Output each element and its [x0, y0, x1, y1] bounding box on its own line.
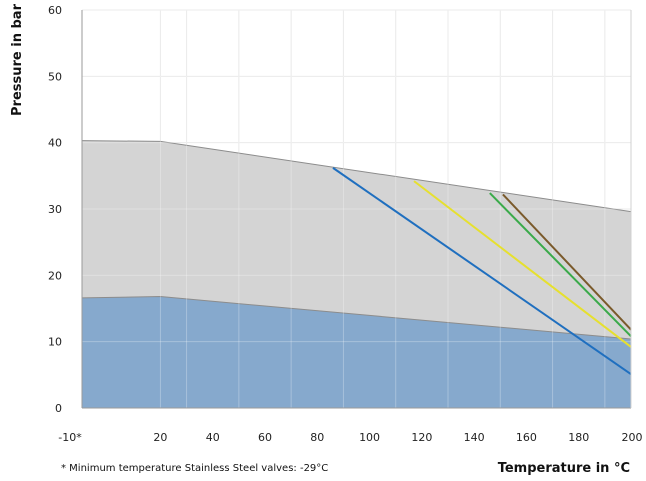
y-tick-label-10: 10	[48, 336, 62, 349]
yellow-line	[413, 180, 632, 348]
x-tick-label-140: 140	[464, 431, 485, 444]
footnote: * Minimum temperature Stainless Steel va…	[61, 463, 328, 474]
x-tick-label-160: 160	[516, 431, 537, 444]
x-tick-label-20: 20	[153, 431, 167, 444]
y-axis-title: Pressure in bar	[10, 3, 25, 116]
upper-area-edge	[81, 140, 632, 213]
y-tick-label-0: 0	[55, 402, 62, 415]
x-tick-label-120: 120	[411, 431, 432, 444]
green-line	[489, 192, 632, 338]
x-tick-label-180: 180	[568, 431, 589, 444]
x-tick-label-200: 200	[622, 431, 643, 444]
x-tick-label-100: 100	[359, 431, 380, 444]
x-tick-label--10star: -10*	[58, 431, 82, 444]
area-layer	[81, 140, 632, 408]
blue-line	[332, 167, 632, 375]
x-axis-title: Temperature in °C	[498, 461, 630, 476]
axes	[81, 10, 632, 409]
lower-area-edge	[81, 296, 632, 340]
y-tick-label-30: 30	[48, 203, 62, 216]
series-lines	[332, 167, 632, 375]
x-tick-label-60: 60	[258, 431, 272, 444]
x-tick-label-40: 40	[206, 431, 220, 444]
x-tick-label-80: 80	[310, 431, 324, 444]
y-tick-label-60: 60	[48, 4, 62, 17]
y-tick-label-40: 40	[48, 137, 62, 150]
y-tick-labels: 0 10 20 30 40 50 60	[48, 4, 62, 415]
lower-area	[82, 296, 631, 408]
brown-line	[502, 193, 632, 331]
x-tick-labels: -10* 20 40 60 80 100 120 140 160 180 200	[58, 431, 642, 444]
y-tick-label-50: 50	[48, 70, 62, 83]
y-tick-label-20: 20	[48, 269, 62, 282]
